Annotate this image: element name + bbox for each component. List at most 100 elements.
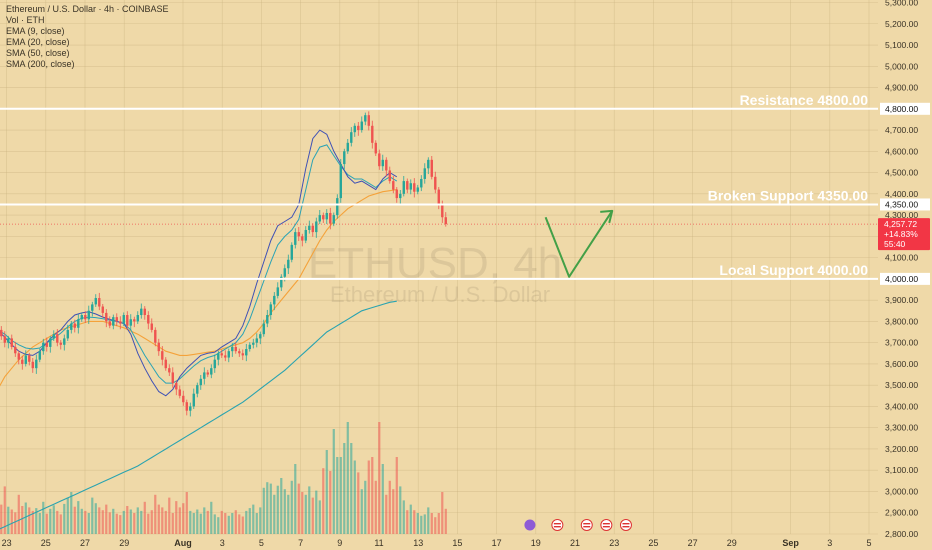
volume-bar: [28, 507, 31, 534]
level-lines[interactable]: Resistance 4800.00 Broken Support 4350.00…: [0, 92, 878, 280]
watermark: ETHUSD, 4h Ethereum / U.S. Dollar: [308, 239, 562, 307]
volume-bar: [0, 504, 3, 534]
candle-body: [336, 198, 339, 216]
volume-bar: [161, 507, 164, 534]
volume-bar: [220, 510, 223, 534]
volume-bar: [385, 494, 388, 534]
candle-body: [28, 355, 31, 362]
volume-bar: [357, 472, 360, 534]
candle-body: [115, 317, 118, 322]
moving-averages: [0, 129, 878, 530]
indicator-sma-200[interactable]: SMA (200, close): [6, 59, 75, 69]
x-tick-label: 7: [298, 538, 303, 548]
candle-body: [164, 359, 167, 369]
volume-bar: [360, 489, 363, 534]
volume-bar: [77, 501, 80, 534]
volume-bar: [98, 507, 101, 534]
candle-body: [24, 355, 27, 364]
candle-body: [178, 389, 181, 396]
us-flag-stripe: [553, 523, 561, 525]
x-tick-label: Aug: [174, 538, 192, 548]
candle-body: [255, 338, 258, 343]
candle-body: [392, 181, 395, 190]
lightning-event-icon: [524, 519, 536, 531]
volume-bar: [105, 504, 108, 534]
volume-bar: [31, 510, 34, 534]
volume-bar: [308, 486, 311, 534]
indicator-volume[interactable]: Vol · ETH: [6, 15, 45, 25]
candle-body: [322, 215, 325, 220]
volume-bar: [325, 450, 328, 534]
volume-bar: [154, 494, 157, 534]
candle-body: [217, 353, 220, 360]
candle-body: [108, 321, 111, 326]
us-flag-event-icon: [619, 519, 632, 531]
volume-bar: [80, 508, 83, 534]
watermark-ticker: ETHUSD, 4h: [308, 239, 562, 288]
volume-bar: [444, 508, 447, 534]
candle-body: [213, 359, 216, 369]
volume-bar: [374, 480, 377, 534]
volume-bar: [157, 504, 160, 534]
y-tick-label: 3,600.00: [885, 359, 918, 369]
candle-body: [388, 170, 391, 182]
volume-bar: [427, 507, 430, 534]
indicator-ema-20[interactable]: EMA (20, close): [6, 37, 70, 47]
symbol-title[interactable]: Ethereum / U.S. Dollar · 4h · COINBASE: [6, 4, 169, 14]
time-axis[interactable]: 23 25 27 29 Aug 3 5 7 9 11 13 15 17 19 21 23 25 27 29 Sep 3 5: [2, 538, 872, 548]
candle-body: [224, 355, 227, 358]
candle-body: [437, 189, 440, 205]
candle-body: [238, 351, 241, 354]
volume-bar: [392, 489, 395, 534]
y-tick-label: 4,400.00: [885, 189, 918, 199]
volume-bar: [378, 422, 381, 534]
price-badge: 4,257.72 +14.83% 55:40: [878, 218, 930, 251]
projection-arrow: [544, 209, 614, 278]
indicator-sma-50[interactable]: SMA (50, close): [6, 48, 70, 58]
indicator-ema-9[interactable]: EMA (9, close): [6, 26, 65, 36]
candle-body: [304, 229, 307, 241]
candle-body: [157, 342, 160, 352]
volume-bar: [66, 497, 69, 534]
candle-body: [245, 349, 248, 356]
volume-bar: [35, 508, 38, 534]
candle-body: [332, 215, 335, 224]
y-tick-label: 4,500.00: [885, 168, 918, 178]
volume-bar: [294, 464, 297, 534]
candle-body: [402, 181, 405, 194]
y-tick-label: 2,900.00: [885, 508, 918, 518]
volume-bar: [367, 460, 370, 534]
price-axis[interactable]: 2,800.00 2,900.00 3,000.00 3,100.00 3,200.00…: [880, 0, 930, 539]
level-label-0: Resistance 4800.00: [740, 92, 869, 108]
volume-bar: [322, 468, 325, 534]
volume-bar: [381, 464, 384, 534]
candle-body: [339, 164, 342, 199]
volume-bar: [126, 506, 129, 534]
candle-body: [241, 353, 244, 356]
candle-body: [73, 323, 76, 328]
volume-bar: [178, 507, 181, 534]
event-markers[interactable]: [524, 519, 632, 531]
candle-body: [385, 159, 388, 171]
candle-body: [357, 125, 360, 131]
candle-body: [381, 159, 384, 167]
candle-body: [413, 183, 416, 192]
volume-bar: [150, 510, 153, 534]
volume-bar: [14, 512, 17, 534]
volume-bar: [108, 512, 111, 534]
candle-body: [3, 336, 6, 343]
candle-body: [273, 295, 276, 305]
ema-9-line: [0, 129, 398, 397]
volume-bar: [234, 510, 237, 534]
x-tick-label: 29: [727, 538, 737, 548]
x-tick-label: 3: [827, 538, 832, 548]
volume-bar: [409, 504, 412, 534]
volume-bar: [112, 508, 115, 534]
x-tick-label: 5: [259, 538, 264, 548]
volume-bar: [315, 490, 318, 534]
volume-bar: [87, 513, 90, 534]
candle-body: [147, 315, 150, 324]
candle-body: [70, 323, 73, 330]
